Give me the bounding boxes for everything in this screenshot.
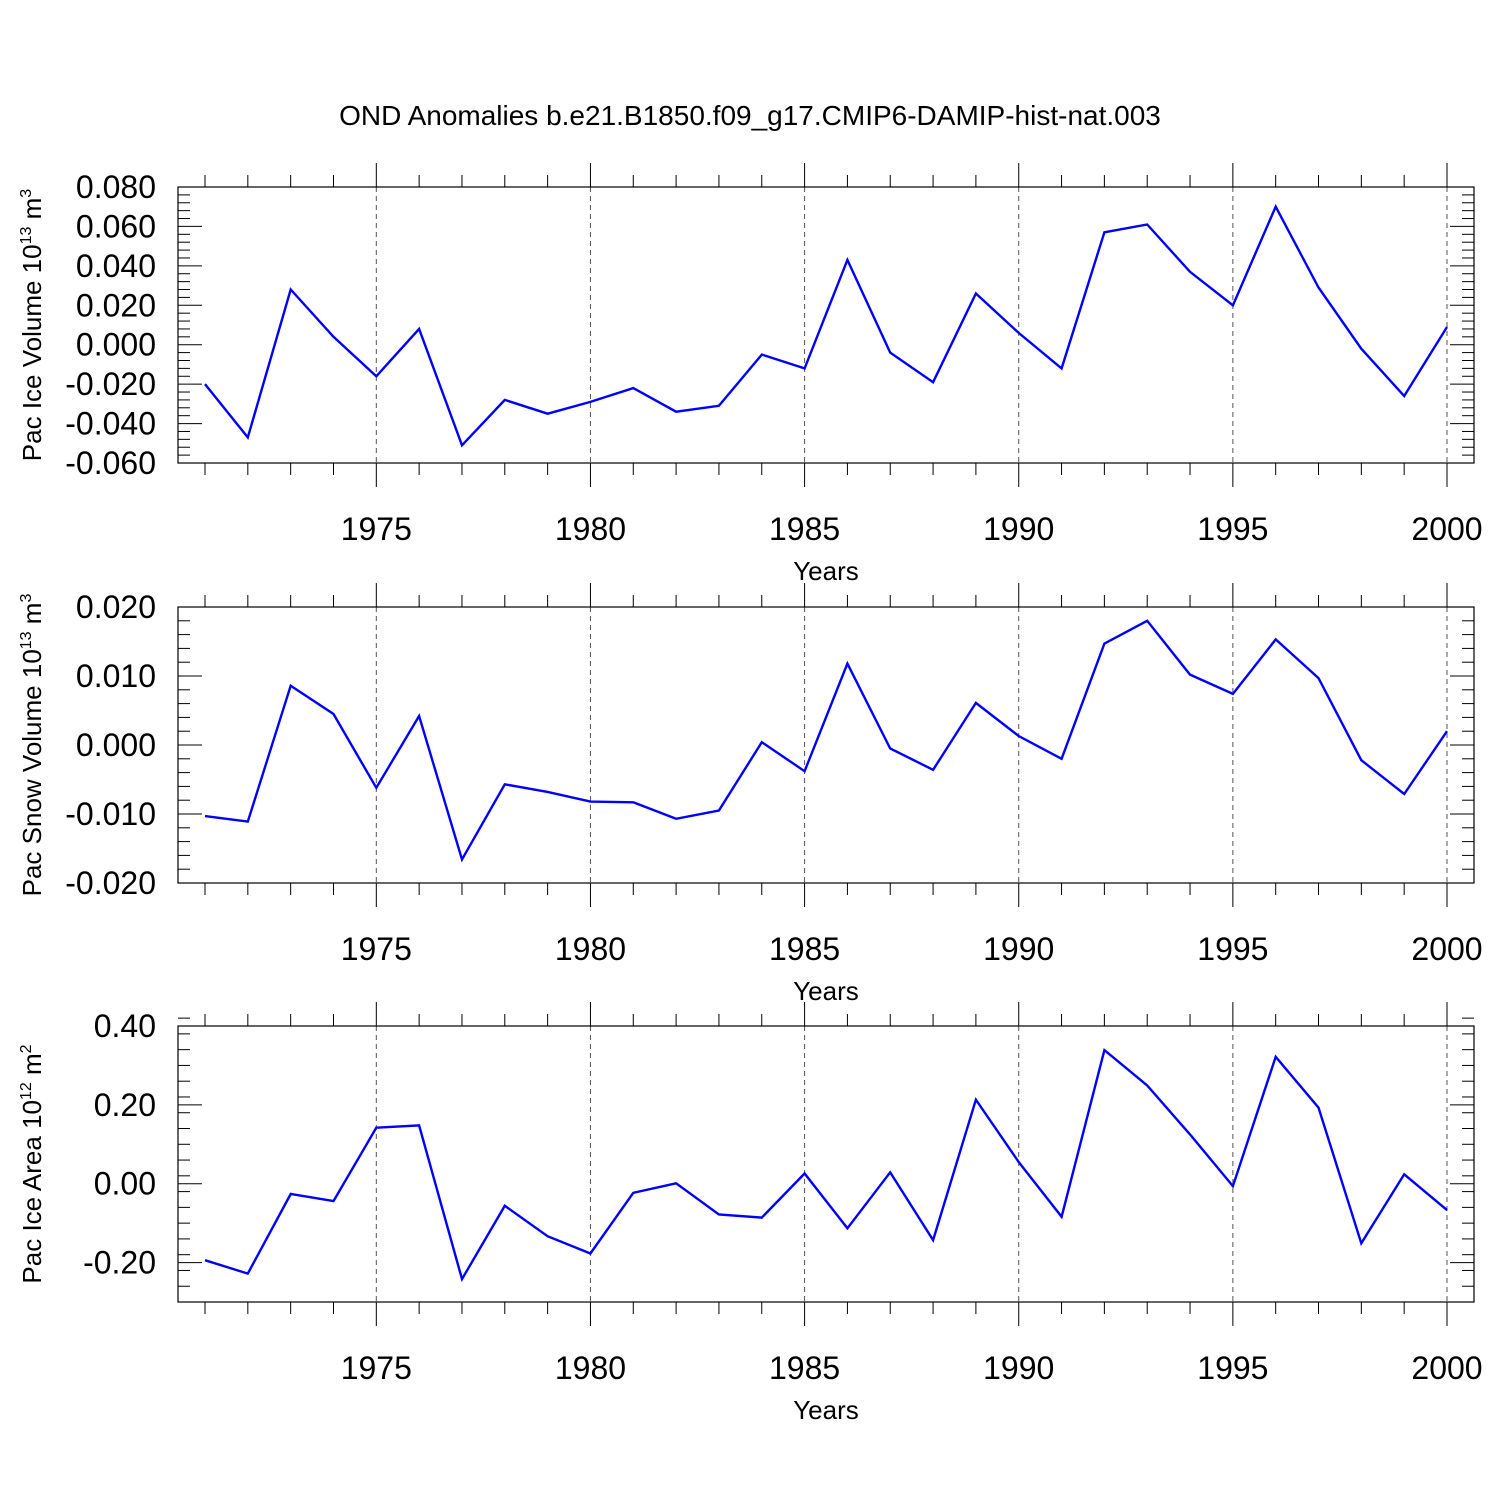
x-tick-label: 2000 [1411, 1350, 1482, 1386]
y-axis-label-unit: m [17, 198, 47, 227]
x-tick-label: 1985 [769, 931, 840, 967]
y-axis-label-unit: m [17, 1053, 47, 1082]
x-tick-label: 1980 [555, 511, 626, 547]
plot-frame [177, 606, 1475, 884]
x-tick-label: 1985 [769, 511, 840, 547]
y-tick-label: 0.010 [76, 658, 156, 694]
y-axis-label-text: Pac Ice Area 10 [17, 1100, 47, 1284]
plot-frame [177, 1025, 1475, 1303]
y-tick-label: 0.020 [76, 589, 156, 625]
y-tick-label: -0.020 [65, 366, 156, 402]
y-tick-label: 0.40 [94, 1008, 156, 1044]
y-tick-label: -0.010 [65, 796, 156, 832]
y-tick-label: -0.20 [83, 1245, 156, 1281]
y-tick-label: -0.060 [65, 445, 156, 481]
x-tick-label: 1995 [1197, 1350, 1268, 1386]
y-axis-label: Pac Snow Volume 1013 m3 [17, 594, 47, 897]
y-tick-label: 0.040 [76, 248, 156, 284]
x-tick-label: 1980 [555, 931, 626, 967]
y-axis-label-unit: m [17, 603, 47, 632]
x-axis-label: Years [793, 976, 859, 1006]
y-tick-label: 0.060 [76, 208, 156, 244]
x-tick-label: 1980 [555, 1350, 626, 1386]
series-line [204, 203, 1449, 448]
y-tick-label: 0.000 [76, 727, 156, 763]
chart-panel-2: -0.020 -0.010 0.000 0.010 0.020 1975 1980 1985 1… [17, 583, 1483, 1006]
y-axis-label: Pac Ice Area 1012 m2 [17, 1044, 47, 1283]
y-tick-label: 0.00 [94, 1166, 156, 1202]
y-tick-label: 0.000 [76, 327, 156, 363]
y-axis-label-text: Pac Snow Volume 10 [17, 649, 47, 896]
x-tick-label: 2000 [1411, 931, 1482, 967]
panels: -0.060-0.040-0.0200.0000.0200.0400.0600.… [17, 163, 1483, 1425]
x-tick-label: 1975 [341, 1350, 412, 1386]
y-axis-label-unit-exponent: 3 [18, 594, 35, 603]
x-tick-label: 1995 [1197, 931, 1268, 967]
y-axis-label: Pac Ice Volume 1013 m3 [17, 189, 47, 462]
x-tick-label: 1975 [341, 511, 412, 547]
y-axis-label-unit-exponent: 2 [18, 1044, 35, 1053]
x-tick-label: 1985 [769, 1350, 840, 1386]
x-tick-label: 1995 [1197, 511, 1268, 547]
y-axis-label-exponent: 13 [18, 631, 35, 649]
series-line [204, 619, 1448, 863]
plot-frame [177, 186, 1475, 464]
series-line [204, 1047, 1448, 1283]
x-tick-label: 1990 [983, 1350, 1054, 1386]
x-tick-label: 1990 [983, 511, 1054, 547]
x-tick-label: 1975 [341, 931, 412, 967]
main-title: OND Anomalies b.e21.B1850.f09_g17.CMIP6-… [339, 100, 1161, 131]
y-axis-label-exponent: 12 [18, 1082, 35, 1100]
x-axis-label: Years [793, 556, 859, 586]
y-tick-label: -0.020 [65, 865, 156, 901]
y-axis-label-exponent: 13 [18, 226, 35, 244]
y-axis-label-unit-exponent: 3 [18, 189, 35, 198]
y-tick-label: 0.020 [76, 287, 156, 323]
x-tick-label: 2000 [1411, 511, 1482, 547]
chart-panel-3: -0.20 0.00 0.20 0.40 1975 1980 1985 1990 1995 200… [17, 1002, 1483, 1425]
y-axis-label-text: Pac Ice Volume 10 [17, 244, 47, 461]
y-tick-label: 0.080 [76, 169, 156, 205]
x-axis-label: Years [793, 1395, 859, 1425]
x-tick-label: 1990 [983, 931, 1054, 967]
y-tick-label: -0.040 [65, 406, 156, 442]
y-tick-label: 0.20 [94, 1087, 156, 1123]
